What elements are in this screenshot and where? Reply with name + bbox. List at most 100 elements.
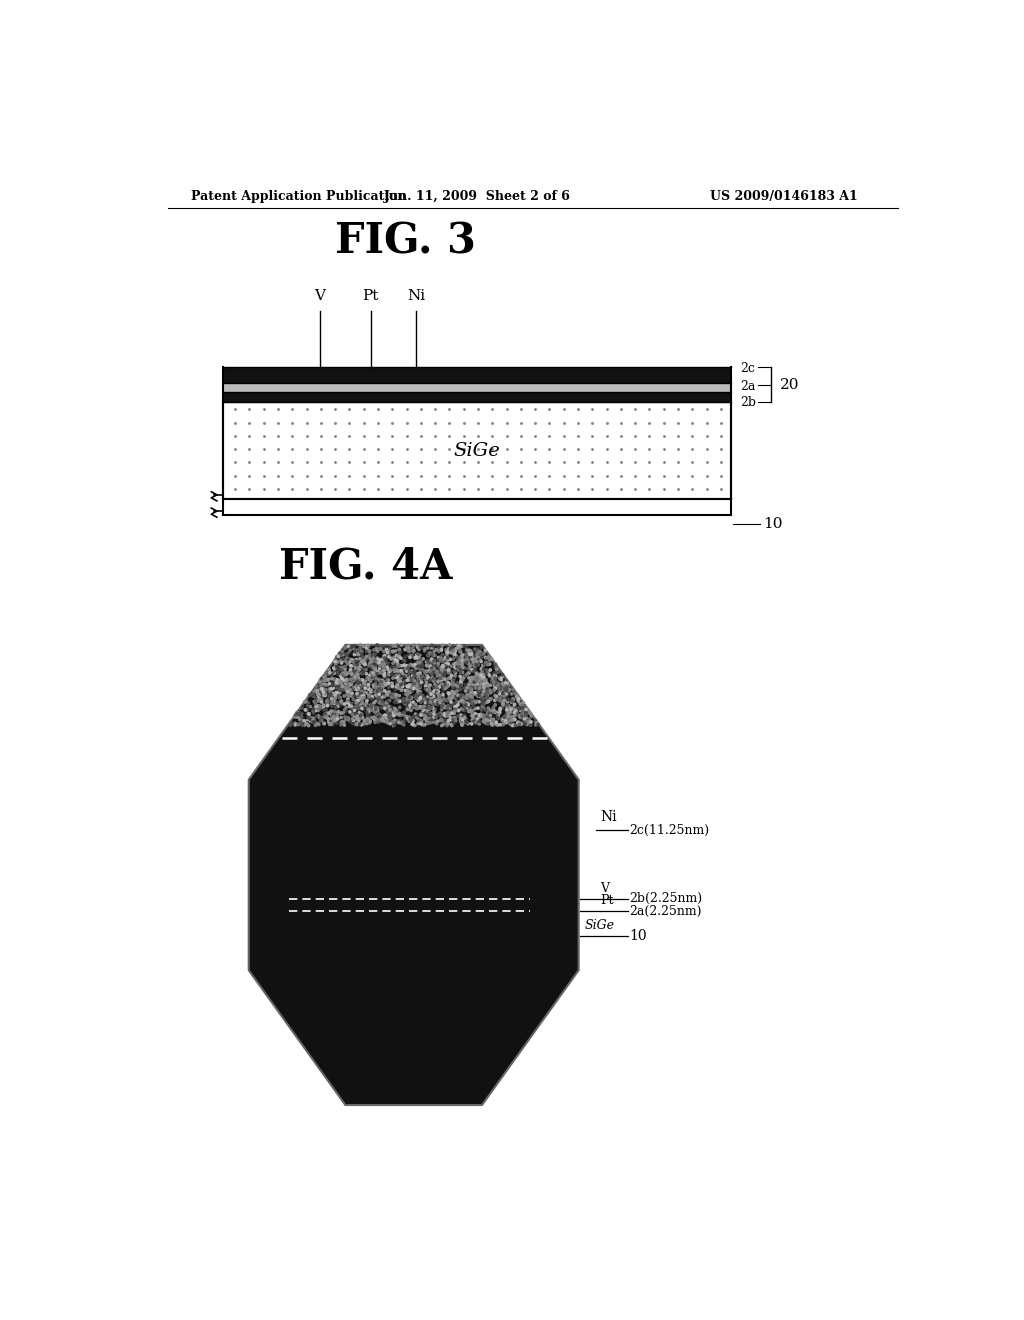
- Point: [397, 693, 414, 714]
- Point: [290, 704, 306, 725]
- Point: [496, 708, 512, 729]
- Point: [488, 702, 505, 723]
- Point: [454, 645, 470, 667]
- Point: [316, 705, 333, 726]
- Point: [494, 690, 510, 711]
- Point: [487, 711, 504, 733]
- Point: [449, 681, 465, 702]
- Point: [510, 690, 526, 711]
- Point: [509, 686, 525, 708]
- Point: [372, 693, 388, 714]
- Point: [391, 643, 408, 664]
- Point: [449, 653, 465, 675]
- Point: [294, 711, 310, 733]
- Point: [347, 714, 364, 735]
- Point: [326, 669, 342, 690]
- Point: [425, 692, 441, 713]
- Point: [410, 663, 426, 684]
- Point: [337, 638, 353, 659]
- Point: [441, 685, 458, 706]
- Point: [312, 709, 329, 730]
- Point: [398, 399, 415, 420]
- Point: [344, 696, 360, 717]
- Point: [382, 700, 398, 721]
- Point: [352, 677, 369, 698]
- Point: [375, 708, 391, 729]
- Point: [698, 399, 715, 420]
- Point: [469, 653, 485, 675]
- Point: [355, 676, 372, 697]
- Point: [431, 663, 447, 684]
- Point: [394, 673, 411, 694]
- Point: [346, 685, 362, 706]
- Point: [341, 710, 357, 731]
- Point: [327, 651, 343, 672]
- Point: [354, 698, 371, 719]
- Point: [435, 680, 452, 701]
- Point: [242, 451, 258, 473]
- Point: [336, 660, 352, 681]
- Point: [450, 636, 466, 657]
- Point: [420, 645, 436, 667]
- Point: [321, 659, 337, 680]
- Point: [417, 692, 433, 713]
- Point: [427, 698, 443, 719]
- Point: [269, 412, 286, 433]
- Point: [413, 710, 429, 731]
- Point: [438, 697, 455, 718]
- Point: [496, 693, 512, 714]
- Point: [442, 660, 459, 681]
- Point: [458, 675, 474, 696]
- Point: [425, 668, 441, 689]
- Point: [439, 649, 456, 671]
- Point: [441, 642, 458, 663]
- Point: [348, 671, 365, 692]
- Point: [287, 714, 303, 735]
- Point: [441, 478, 458, 499]
- Point: [398, 708, 415, 729]
- Point: [421, 653, 437, 675]
- Point: [469, 639, 485, 660]
- Point: [516, 705, 532, 726]
- Point: [377, 656, 393, 677]
- Point: [352, 638, 369, 659]
- Point: [409, 684, 425, 705]
- Point: [368, 667, 384, 688]
- Point: [411, 675, 427, 696]
- Point: [441, 656, 458, 677]
- Point: [386, 684, 402, 705]
- Point: [442, 689, 459, 710]
- Point: [502, 713, 518, 734]
- Point: [332, 682, 348, 704]
- Point: [451, 639, 467, 660]
- Point: [387, 688, 403, 709]
- Point: [344, 709, 360, 730]
- Point: [415, 686, 431, 708]
- Point: [698, 412, 715, 433]
- Point: [334, 660, 350, 681]
- Point: [412, 677, 428, 698]
- Point: [471, 664, 487, 685]
- Point: [387, 640, 403, 661]
- Point: [298, 700, 314, 721]
- Point: [388, 635, 404, 656]
- Point: [402, 694, 419, 715]
- Point: [376, 663, 392, 684]
- Point: [367, 711, 383, 733]
- Point: [298, 438, 314, 459]
- Point: [470, 686, 486, 708]
- Point: [339, 678, 355, 700]
- Point: [383, 701, 399, 722]
- Point: [373, 692, 389, 713]
- Point: [417, 663, 433, 684]
- Point: [459, 688, 475, 709]
- Point: [655, 451, 672, 473]
- Point: [319, 669, 336, 690]
- Point: [463, 647, 479, 668]
- Point: [378, 682, 394, 704]
- Point: [432, 668, 449, 689]
- Point: [480, 708, 497, 729]
- Point: [356, 677, 373, 698]
- Point: [269, 478, 286, 499]
- Point: [440, 638, 457, 659]
